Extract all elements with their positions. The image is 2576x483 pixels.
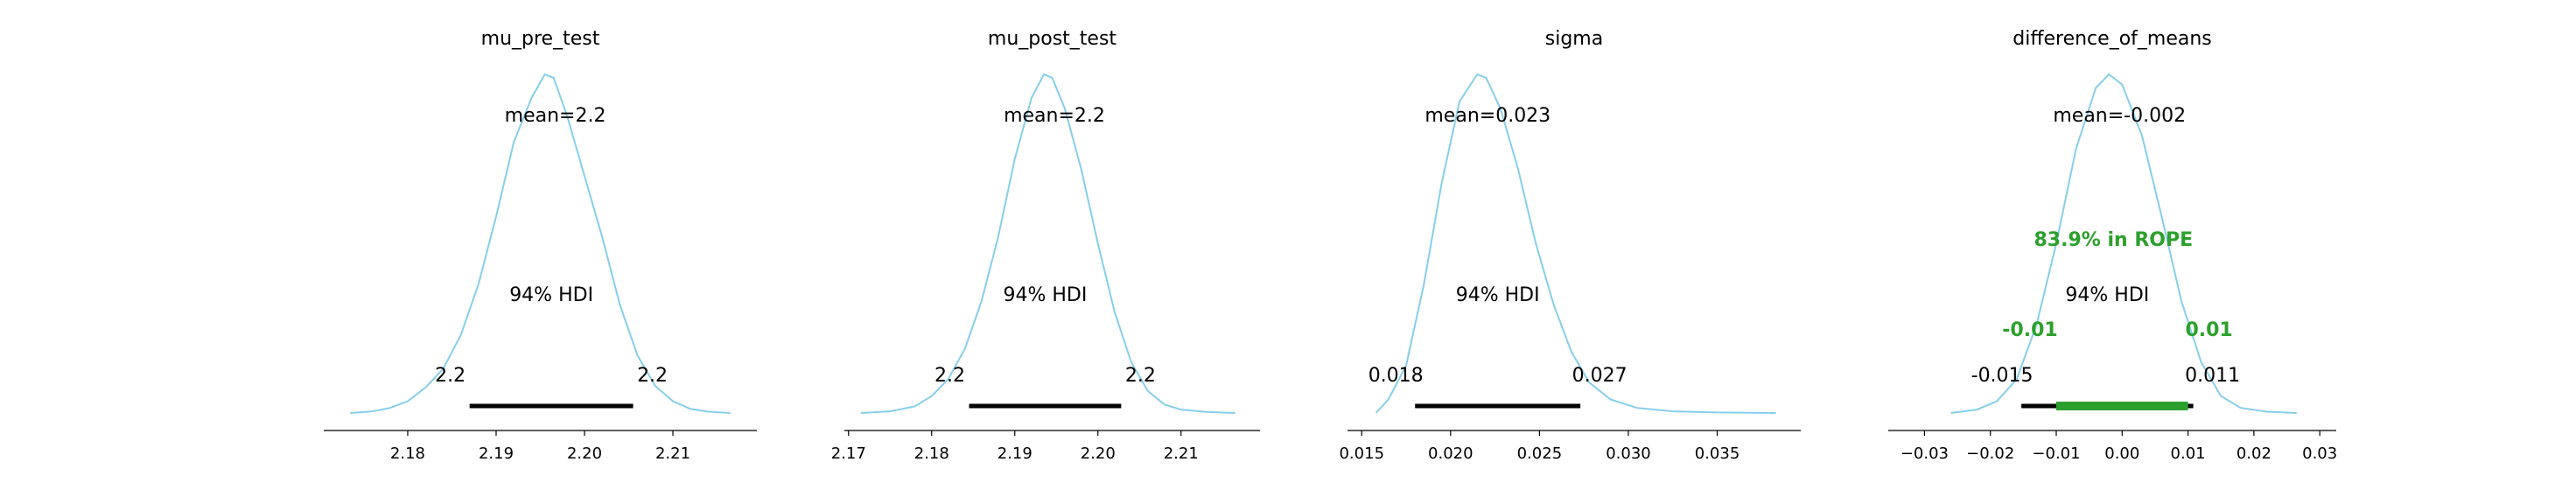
x-tick-label: 0.03 — [2302, 444, 2337, 463]
x-tick-label: 0.020 — [1428, 444, 1474, 463]
x-tick-label: 0.01 — [2171, 444, 2206, 463]
x-tick-label: 2.20 — [1081, 444, 1116, 463]
hdi-high-label: 0.011 — [2185, 365, 2240, 387]
x-tick-label: 2.19 — [479, 444, 514, 463]
x-tick-label: 0.015 — [1339, 444, 1384, 463]
mean-label: mean=2.2 — [1004, 105, 1105, 127]
mean-label: mean=2.2 — [505, 105, 606, 127]
x-tick-label: −0.02 — [1966, 444, 2014, 463]
posterior-panel-3: sigma mean=0.023 94% HDI 0.018 0.027 0.015 0.0… — [1339, 28, 1801, 463]
hdi-high-label: 2.2 — [637, 365, 668, 387]
hdi-label: 94% HDI — [509, 284, 593, 306]
hdi-high-label: 2.2 — [1125, 365, 1156, 387]
x-tick-label: −0.01 — [2032, 444, 2080, 463]
posterior-panel-2: mu_post_test mean=2.2 94% HDI 2.2 2.2 2.17 2.1… — [831, 28, 1260, 463]
x-tick-label: 2.17 — [831, 444, 866, 463]
hdi-low-label: -0.015 — [1971, 365, 2034, 387]
x-tick-label: 2.21 — [1164, 444, 1199, 463]
mean-label: mean=-0.002 — [2053, 105, 2186, 127]
x-tick-label: 0.025 — [1517, 444, 1563, 463]
panel-title: mu_pre_test — [481, 28, 600, 50]
hdi-label: 94% HDI — [1456, 284, 1540, 306]
x-tick-label: 2.20 — [567, 444, 602, 463]
hdi-high-label: 0.027 — [1572, 365, 1628, 387]
posterior-panel-1: mu_pre_test mean=2.2 94% HDI 2.2 2.2 2.18 2.19… — [324, 28, 757, 463]
x-tick-label: 2.18 — [390, 444, 425, 463]
hdi-label: 94% HDI — [2065, 284, 2149, 306]
density-curve — [860, 73, 1236, 414]
x-tick-label: 0.02 — [2236, 444, 2272, 463]
mean-label: mean=0.023 — [1424, 105, 1550, 127]
x-tick-label: 0.030 — [1606, 444, 1651, 463]
density-curve — [1950, 73, 2297, 414]
x-tick-label: 2.19 — [998, 444, 1032, 463]
panel-title: sigma — [1545, 28, 1603, 50]
x-tick-label: 2.21 — [655, 444, 690, 463]
panel-title: difference_of_means — [2012, 28, 2212, 50]
density-curve — [350, 73, 731, 414]
x-tick-label: 2.18 — [914, 444, 949, 463]
posterior-panel-4: difference_of_means mean=-0.002 94% HDI -0.… — [1888, 28, 2337, 463]
hdi-label: 94% HDI — [1003, 284, 1087, 306]
rope-label: 83.9% in ROPE — [2034, 229, 2193, 251]
hdi-low-label: 2.2 — [934, 365, 965, 387]
x-tick-label: 0.00 — [2104, 444, 2139, 463]
x-tick-label: 0.035 — [1695, 444, 1740, 463]
x-tick-label: −0.03 — [1900, 444, 1949, 463]
hdi-low-label: 0.018 — [1368, 365, 1424, 387]
density-curve — [1375, 73, 1776, 414]
panel-title: mu_post_test — [988, 28, 1117, 50]
hdi-low-label: 2.2 — [435, 365, 466, 387]
rope-low-label: -0.01 — [2002, 319, 2057, 341]
rope-high-label: 0.01 — [2185, 319, 2232, 341]
